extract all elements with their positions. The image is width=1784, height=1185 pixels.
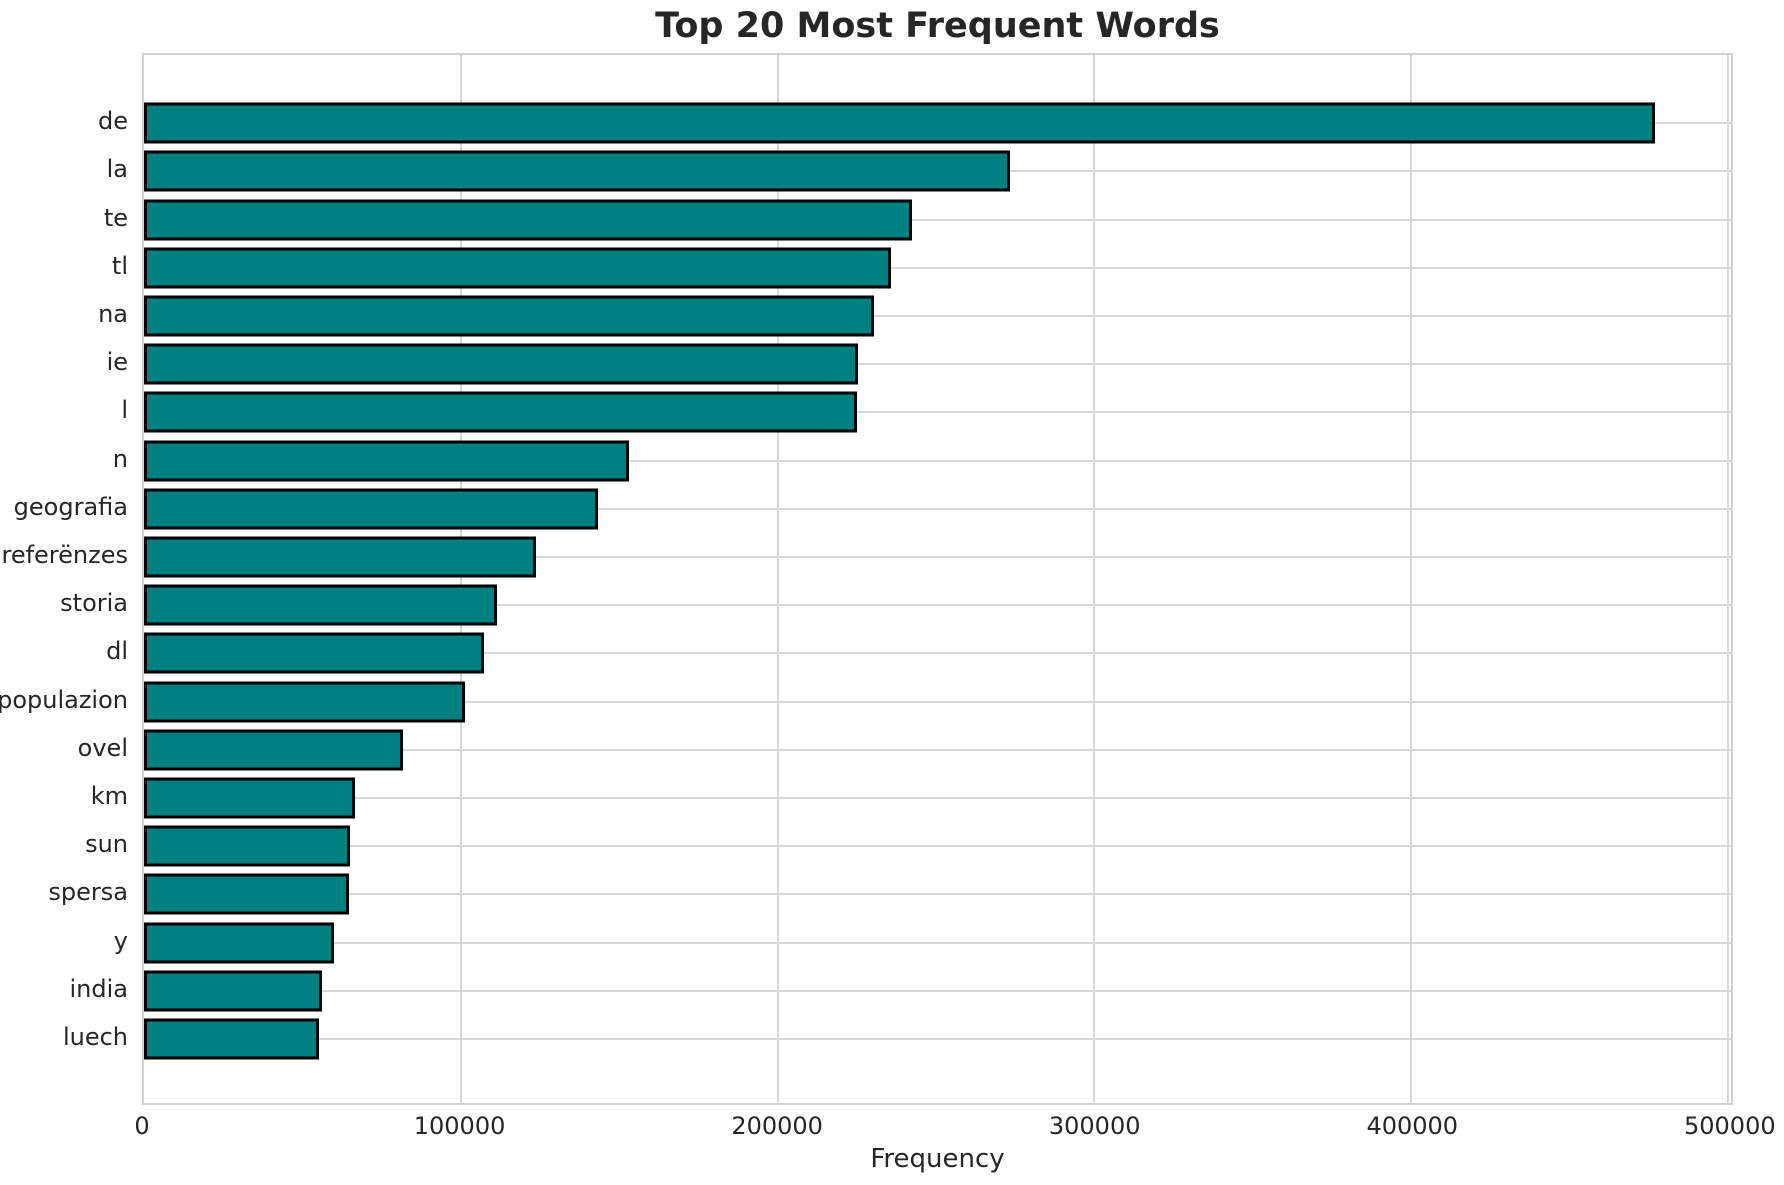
bar-geografia [144,488,599,530]
bar-row [144,918,1731,966]
y-tick-label: l [121,396,128,425]
y-tick-label: tl [111,251,128,280]
horizontal-gridline [144,555,1731,558]
bar-row [144,629,1731,677]
y-tick-label: te [103,203,128,232]
bar-row [144,774,1731,822]
bar-na [144,295,874,337]
bar-row [144,436,1731,484]
y-tick-label: na [98,299,128,328]
y-tick-label: spersa [48,878,128,907]
horizontal-gridline [144,941,1731,944]
y-tick-label: referënzes [1,540,128,569]
y-tick-label: sun [85,830,128,859]
x-axis-ticks: 0 100000 200000 300000 400000 500000 [134,1112,1775,1142]
bar-ovel [144,729,404,771]
bar-row [144,533,1731,581]
bar-y [144,922,335,964]
y-tick-label: populazion [0,685,128,714]
x-tick-label: 0 [134,1112,150,1140]
bar-la [144,150,1011,192]
bar-te [144,199,913,240]
vertical-gridline [776,55,779,1103]
x-tick-label: 400000 [1366,1112,1459,1140]
bar-km [144,777,356,819]
bar-ie [144,343,858,385]
bar-india [144,970,322,1012]
bar-row [144,726,1731,774]
vertical-gridline [459,55,462,1103]
bar-row [144,340,1731,388]
y-tick-label: luech [62,1022,128,1051]
bar-row [144,1015,1731,1063]
horizontal-gridline [144,459,1731,462]
bar-spersa [144,873,349,915]
horizontal-gridline [144,363,1731,366]
horizontal-gridline [144,893,1731,896]
bars-layer [144,99,1731,1063]
y-tick-label: la [106,155,128,184]
y-tick-label: ovel [77,733,128,762]
bar-tl [144,247,892,289]
bar-n [144,440,629,482]
chart-title: Top 20 Most Frequent Words [655,6,1220,46]
bar-l [144,391,857,433]
y-tick-label: ie [106,348,128,377]
bar-luech [144,1018,320,1060]
horizontal-gridline [144,652,1731,655]
bar-row [144,967,1731,1015]
vertical-gridline [1410,55,1413,1103]
horizontal-gridline [144,507,1731,510]
bar-referënzes [144,536,536,578]
y-tick-label: n [112,444,128,473]
bar-populazion [144,681,465,723]
bar-row [144,195,1731,243]
x-tick-label: 500000 [1684,1112,1776,1140]
y-axis-labels: de la te tl na ie l n geografia referënzes storia d… [0,97,128,1061]
y-tick-label: de [98,107,128,136]
horizontal-gridline [144,1037,1731,1040]
y-tick-label: y [113,926,128,955]
bar-row [144,292,1731,340]
horizontal-gridline [144,411,1731,414]
y-tick-label: storia [60,589,128,618]
bar-row [144,581,1731,629]
plot-area [142,53,1733,1105]
bar-sun [144,825,350,867]
bar-storia [144,584,497,626]
horizontal-gridline [144,314,1731,317]
horizontal-gridline [144,266,1731,269]
x-tick-label: 100000 [413,1112,506,1140]
bar-row [144,677,1731,725]
bar-row [144,147,1731,195]
bar-row [144,99,1731,147]
x-axis-title: Frequency [870,1144,1005,1174]
horizontal-gridline [144,796,1731,799]
y-tick-label: km [90,781,128,810]
bar-row [144,822,1731,870]
horizontal-gridline [144,989,1731,992]
vertical-gridline [1726,55,1729,1103]
y-tick-label: dl [106,637,128,666]
horizontal-gridline [144,218,1731,221]
vertical-gridline [1093,55,1096,1103]
bar-dl [144,632,484,674]
bar-row [144,388,1731,436]
bar-row [144,870,1731,918]
bar-de [144,102,1655,144]
bar-row [144,244,1731,292]
horizontal-gridline [144,748,1731,751]
horizontal-gridline [144,845,1731,848]
x-tick-label: 200000 [731,1112,823,1140]
horizontal-gridline [144,700,1731,703]
y-tick-label: india [69,974,129,1003]
y-tick-label: geografia [13,492,128,521]
horizontal-gridline [144,604,1731,607]
bar-row [144,485,1731,533]
x-tick-label: 300000 [1048,1112,1141,1140]
